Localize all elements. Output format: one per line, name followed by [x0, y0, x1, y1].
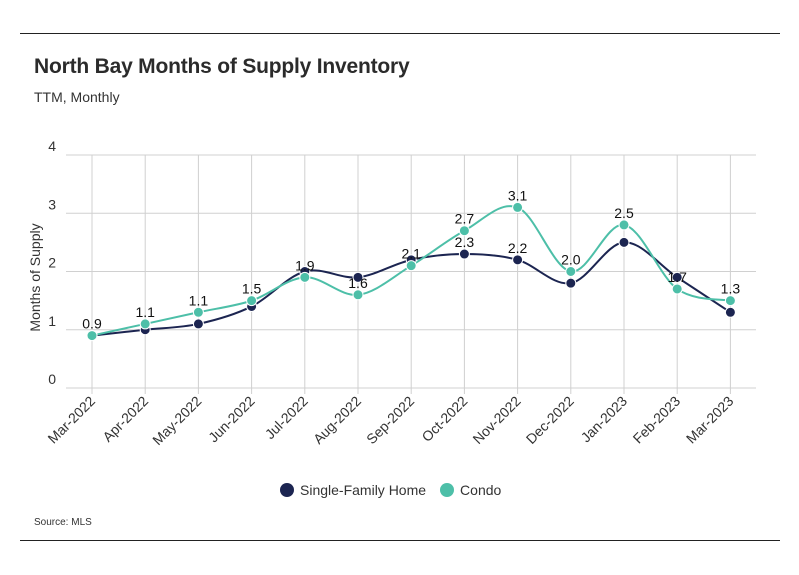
- y-tick-label: 4: [48, 138, 56, 154]
- x-tick-label: Oct-2022: [418, 393, 470, 445]
- x-tick-label: Mar-2022: [44, 393, 98, 447]
- x-tick-label: Aug-2022: [310, 393, 364, 447]
- legend-swatch-condo: [440, 483, 455, 497]
- data-label-condo: 1.1: [189, 292, 209, 308]
- legend-label-single-family: Single-Family Home: [300, 482, 427, 498]
- y-tick-label: 0: [48, 371, 56, 387]
- source-note: Source: MLS: [34, 517, 92, 528]
- data-label-condo: 2.0: [561, 252, 581, 268]
- legend-swatch-single-family: [280, 483, 294, 497]
- data-point-condo: [192, 306, 204, 318]
- data-label-condo: 1.7: [667, 269, 687, 285]
- y-tick-label: 2: [48, 255, 56, 271]
- x-tick-label: Dec-2022: [523, 393, 577, 447]
- x-tick-label: Apr-2022: [99, 393, 151, 445]
- data-point-condo: [458, 225, 470, 237]
- data-point-single-family: [458, 248, 470, 260]
- data-point-condo: [405, 260, 417, 272]
- data-point-single-family: [618, 236, 630, 248]
- data-point-condo: [139, 318, 151, 330]
- data-point-condo: [299, 271, 311, 283]
- chart-title: North Bay Months of Supply Inventory: [34, 55, 410, 78]
- data-label-condo: 2.1: [401, 246, 421, 262]
- data-label-condo: 2.7: [455, 211, 475, 227]
- x-tick-label: Mar-2023: [683, 393, 737, 447]
- bottom-rule: [20, 540, 780, 541]
- data-point-single-family: [671, 271, 683, 283]
- y-tick-label: 1: [48, 313, 56, 329]
- x-tick-label: May-2022: [149, 393, 204, 448]
- y-tick-label: 3: [48, 196, 56, 212]
- data-point-condo: [565, 266, 577, 277]
- data-point-single-family: [565, 277, 577, 289]
- x-tick-label: Sep-2022: [363, 393, 417, 447]
- data-point-single-family: [724, 306, 736, 318]
- data-point-condo: [352, 289, 364, 301]
- data-point-condo: [246, 295, 258, 307]
- data-label-condo: 1.9: [295, 257, 315, 273]
- data-point-single-family: [192, 318, 204, 330]
- data-label-condo: 3.1: [508, 187, 528, 203]
- x-tick-label: Jan-2023: [578, 393, 631, 446]
- data-point-condo: [86, 330, 98, 342]
- x-tick-label: Feb-2023: [630, 393, 684, 447]
- data-label-condo: 1.6: [348, 275, 368, 291]
- legend-label-condo: Condo: [460, 482, 502, 498]
- data-label-condo: 2.5: [614, 205, 634, 221]
- y-axis-title: Months of Supply: [27, 223, 43, 331]
- data-point-condo: [724, 295, 736, 307]
- data-label-condo: 1.5: [242, 281, 262, 297]
- x-tick-label: Jul-2022: [262, 393, 311, 442]
- data-point-condo: [512, 201, 524, 213]
- legend: Single-Family Home Condo: [280, 482, 515, 498]
- legend-item-condo: Condo: [440, 482, 501, 498]
- data-point-single-family: [512, 254, 524, 266]
- x-tick-label: Nov-2022: [469, 393, 523, 447]
- data-label-condo: 1.1: [135, 304, 155, 320]
- data-label-single-family: 2.2: [508, 240, 528, 256]
- chart-subtitle: TTM, Monthly: [34, 89, 120, 105]
- data-label-single-family: 0.9: [82, 316, 102, 332]
- data-label-single-family: 2.3: [455, 234, 475, 250]
- data-point-single-family: [352, 271, 364, 283]
- data-label-condo: 1.3: [721, 281, 741, 297]
- data-point-condo: [618, 219, 630, 231]
- legend-item-single-family: Single-Family Home: [280, 482, 426, 498]
- top-rule: [20, 33, 780, 34]
- data-point-condo: [671, 283, 683, 295]
- x-tick-label: Jun-2022: [205, 393, 258, 446]
